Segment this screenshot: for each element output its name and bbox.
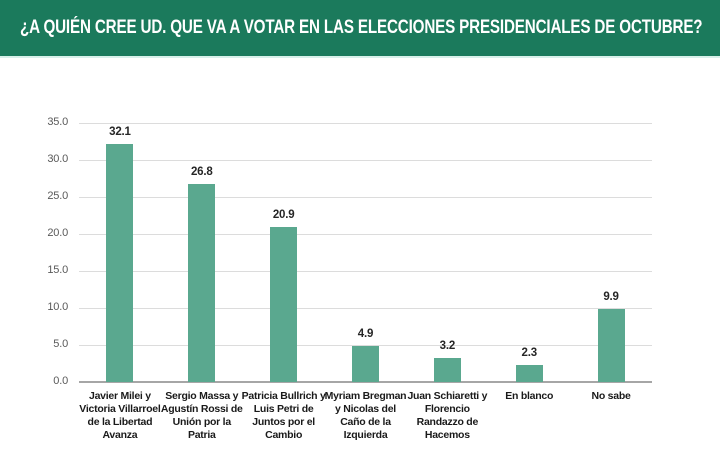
y-gridline: [79, 344, 652, 346]
bar: [106, 144, 134, 382]
x-axis-category-label: Sergio Massa y Agustín Rossi de Unión po…: [160, 390, 243, 441]
y-gridline: [79, 196, 652, 198]
bar-value-label: 32.1: [109, 126, 131, 139]
bar-value-label: 4.9: [357, 327, 374, 340]
bar: [352, 345, 379, 382]
x-axis-category-label: Javier Milei y Victoria Villarroel de la…: [79, 390, 161, 441]
chart-title: ¿A QUIÉN CREE UD. QUE VA A VOTAR EN LAS …: [20, 17, 703, 38]
y-axis-tick-label: 25.0: [47, 190, 68, 202]
bar-value-label: 9.9: [603, 290, 619, 303]
y-axis-tick-label: 30.0: [47, 153, 68, 165]
y-gridline: [79, 122, 652, 124]
y-axis-tick-label: 10.0: [47, 301, 68, 313]
y-axis-tick-label: 15.0: [47, 264, 68, 276]
y-axis-tick-label: 0.0: [53, 375, 68, 387]
x-axis-line: [79, 381, 652, 383]
y-gridline: [79, 233, 652, 235]
bar-value-label: 3.2: [439, 340, 456, 353]
bar: [433, 358, 461, 382]
bar-value-label: 20.9: [272, 209, 295, 222]
y-axis-tick-label: 20.0: [47, 227, 68, 239]
bar: [597, 308, 625, 382]
bar: [515, 364, 543, 382]
y-axis-tick-label: 35.0: [47, 116, 68, 128]
y-axis-tick-label: 5.0: [53, 338, 68, 350]
y-gridline: [79, 270, 652, 272]
x-axis-category-label: Myriam Bregman y Nicolas del Caño de la …: [324, 390, 407, 441]
bar: [270, 227, 298, 382]
x-axis-category-label: Patricia Bullrich y Luis Petri de Juntos…: [241, 390, 326, 441]
header-banner: ¿A QUIÉN CREE UD. QUE VA A VOTAR EN LAS …: [0, 0, 720, 58]
x-axis-category-label: En blanco: [505, 390, 554, 402]
y-gridline: [79, 307, 652, 309]
x-axis-category-label: Juan Schiaretti y Florencio Randazzo de …: [407, 390, 488, 441]
y-gridline: [79, 159, 652, 161]
bar: [188, 183, 216, 382]
x-axis-category-label: No sabe: [591, 390, 631, 402]
bar-value-label: 26.8: [190, 165, 213, 178]
bar-value-label: 2.3: [521, 346, 538, 359]
